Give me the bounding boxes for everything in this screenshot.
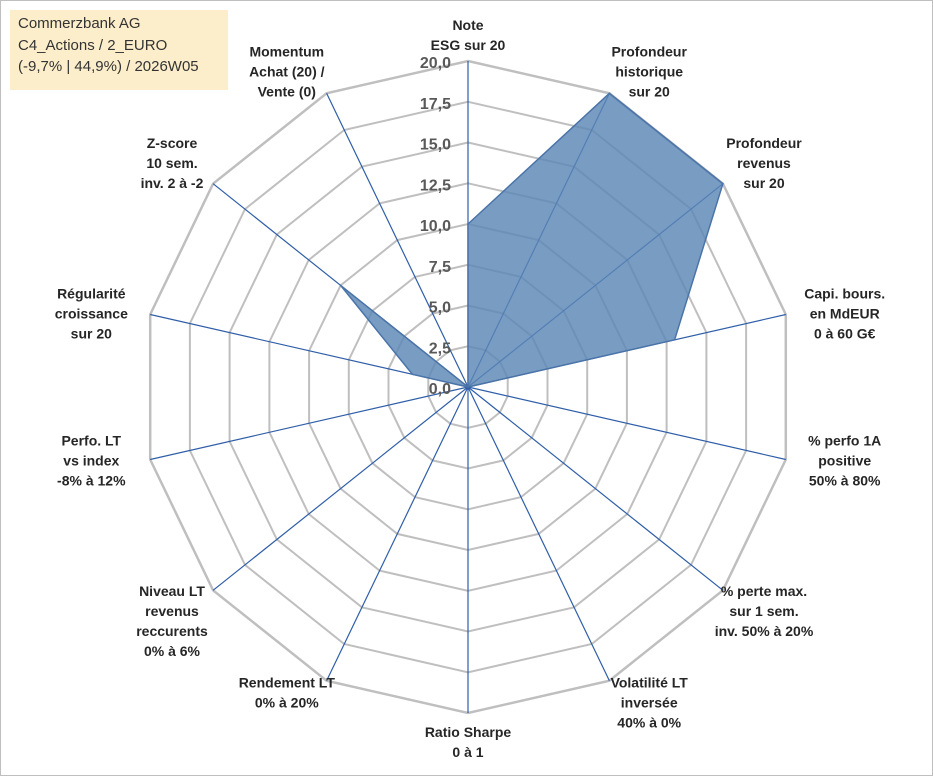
radial-tick-label: 12,5 (420, 177, 451, 194)
axis-label-line: sur 1 sem. (729, 603, 798, 619)
axis-label-line: Profondeur (611, 44, 687, 60)
axis-spoke (212, 386, 469, 591)
series-point (608, 92, 611, 95)
axis-label-line: Rendement LT (239, 674, 336, 690)
axis-label-line: ESG sur 20 (431, 37, 506, 53)
axis-label: Z-score 10 sem. inv. 2 à -2 (141, 135, 204, 191)
axis-label: Rendement LT 0% à 20% (239, 674, 336, 710)
axis-label-line: vs index (63, 452, 119, 468)
title-company: Commerzbank AG (18, 15, 141, 32)
axis-label-line: % perfo 1A (808, 432, 881, 448)
radial-tick-label: 2,5 (429, 340, 451, 357)
axis-label-line: Capi. bours. (804, 286, 885, 302)
series-point (467, 386, 469, 388)
axis-label-line: 40% à 0% (617, 714, 681, 730)
series-layer (339, 92, 724, 388)
axis-label: Profondeur revenus sur 20 (726, 135, 802, 191)
radial-tick-label: 15,0 (420, 137, 451, 154)
series-point (673, 339, 676, 341)
axis-label-line: reccurents (136, 623, 208, 639)
axis-label-line: historique (615, 64, 683, 80)
axis-label: Note ESG sur 20 (431, 17, 506, 53)
axis-spoke (467, 386, 610, 681)
axis-label-line: 0% à 20% (255, 694, 319, 710)
label-layer: Note ESG sur 20 Profondeur historique sur 20… (55, 17, 885, 760)
axis-label-line: inv. 50% à 20% (715, 623, 814, 639)
axis-label: Volatilité LT inversée 40% à 0% (611, 674, 689, 730)
series-point (467, 223, 469, 225)
axis-label-line: en MdEUR (810, 306, 880, 322)
axis-label-line: Note (452, 17, 483, 33)
axis-label-line: Z-score (147, 135, 198, 151)
tick-layer: 0,0 2,5 5,0 7,5 10,0 12,5 15,0 17,5 20,0 (420, 55, 451, 398)
axis-label: Niveau LT revenus reccurents 0% à 6% (136, 583, 208, 659)
series-point (722, 182, 724, 185)
axis-label-line: sur 20 (743, 175, 784, 191)
axis-label-line: Volatilité LT (611, 674, 689, 690)
axis-spoke (467, 386, 724, 591)
axis-spoke (467, 386, 786, 461)
axis-spoke (326, 93, 469, 388)
series-point (411, 373, 414, 376)
axis-label: Profondeur historique sur 20 (611, 44, 687, 100)
axis-label-line: 50% à 80% (809, 472, 881, 488)
axis-label: Capi. bours. en MdEUR 0 à 60 G€ (804, 286, 885, 342)
axis-label-line: inversée (621, 694, 678, 710)
series-point (339, 284, 342, 287)
axis-label-line: 0 à 60 G€ (814, 326, 876, 342)
axis-label-line: Vente (0) (258, 84, 316, 100)
axis-label-line: 10 sem. (146, 155, 197, 171)
axis-label-line: -8% à 12% (57, 472, 126, 488)
axis-label-line: Momentum (249, 44, 324, 60)
axis-label-line: % perte max. (721, 583, 807, 599)
axis-label: % perte max. sur 1 sem. inv. 50% à 20% (715, 583, 814, 639)
axis-spoke (326, 386, 469, 681)
axis-spoke (150, 386, 469, 461)
radial-tick-label: 7,5 (429, 259, 451, 276)
radial-tick-label: 10,0 (420, 218, 451, 235)
axis-label: Perfo. LT vs index -8% à 12% (57, 432, 126, 488)
axis-label-line: revenus (737, 155, 791, 171)
axis-label-line: 0 à 1 (452, 744, 483, 760)
axis-label: Régularité croissance sur 20 (55, 286, 128, 342)
axis-label-line: Régularité (57, 286, 126, 302)
axis-label: % perfo 1A positive 50% à 80% (808, 432, 881, 488)
radial-tick-label: 17,5 (420, 96, 451, 113)
title-range-week: (-9,7% | 44,9%) / 2026W05 (18, 58, 199, 75)
title-category: C4_Actions / 2_EURO (18, 36, 168, 54)
axis-label-line: sur 20 (629, 84, 670, 100)
radial-tick-label: 20,0 (420, 55, 451, 72)
axis-label-line: 0% à 6% (144, 643, 201, 659)
axis-label-line: Niveau LT (139, 583, 205, 599)
radial-tick-label: 0,0 (429, 381, 451, 398)
chart-title-box: Commerzbank AG C4_Actions / 2_EURO (-9,7… (10, 10, 228, 90)
axis-label: Ratio Sharpe 0 à 1 (425, 724, 512, 760)
axis-label-line: Profondeur (726, 135, 802, 151)
axis-label-line: inv. 2 à -2 (141, 175, 204, 191)
axis-label-line: sur 20 (71, 326, 112, 342)
radial-tick-label: 5,0 (429, 300, 451, 317)
axis-label-line: positive (818, 452, 871, 468)
axis-label-line: croissance (55, 306, 128, 322)
axis-label-line: Perfo. LT (61, 432, 121, 448)
axis-label-line: revenus (145, 603, 199, 619)
axis-label-line: Ratio Sharpe (425, 724, 512, 740)
axis-label: Momentum Achat (20) / Vente (0) (249, 44, 325, 100)
axis-label-line: Achat (20) / (249, 64, 325, 80)
